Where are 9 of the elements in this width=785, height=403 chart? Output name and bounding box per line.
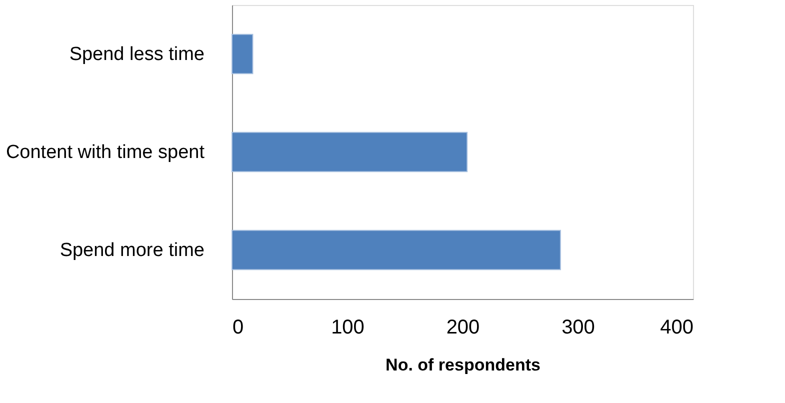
y-tick-label: Spend more time <box>60 240 204 261</box>
x-tick-label: 0 <box>232 316 244 338</box>
x-tick-label: 300 <box>562 316 595 338</box>
x-tick-label: 200 <box>446 316 480 338</box>
x-tick-label: 100 <box>331 316 364 338</box>
y-tick-label: Spend less time <box>69 44 204 65</box>
x-tick-label: 400 <box>660 316 694 338</box>
x-axis-title: No. of respondents <box>386 356 540 374</box>
y-tick-label: Content with time spent <box>6 142 206 163</box>
